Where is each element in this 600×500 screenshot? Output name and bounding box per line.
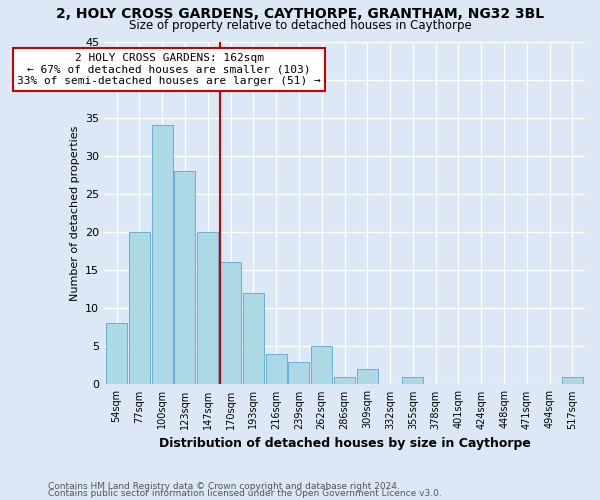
Bar <box>289 362 310 384</box>
Bar <box>311 346 332 385</box>
Text: Contains HM Land Registry data © Crown copyright and database right 2024.: Contains HM Land Registry data © Crown c… <box>48 482 400 491</box>
Bar <box>334 377 355 384</box>
Bar <box>106 324 127 384</box>
Text: 2, HOLY CROSS GARDENS, CAYTHORPE, GRANTHAM, NG32 3BL: 2, HOLY CROSS GARDENS, CAYTHORPE, GRANTH… <box>56 8 544 22</box>
Text: 2 HOLY CROSS GARDENS: 162sqm
← 67% of detached houses are smaller (103)
33% of s: 2 HOLY CROSS GARDENS: 162sqm ← 67% of de… <box>17 53 321 86</box>
Bar <box>562 377 583 384</box>
Text: Size of property relative to detached houses in Caythorpe: Size of property relative to detached ho… <box>128 18 472 32</box>
Bar <box>129 232 150 384</box>
Bar <box>197 232 218 384</box>
Bar <box>175 171 196 384</box>
Bar <box>357 369 378 384</box>
Bar <box>243 293 264 384</box>
Bar <box>266 354 287 384</box>
Bar <box>220 262 241 384</box>
Bar <box>152 126 173 384</box>
Bar <box>403 377 424 384</box>
X-axis label: Distribution of detached houses by size in Caythorpe: Distribution of detached houses by size … <box>158 437 530 450</box>
Y-axis label: Number of detached properties: Number of detached properties <box>70 126 80 300</box>
Text: Contains public sector information licensed under the Open Government Licence v3: Contains public sector information licen… <box>48 489 442 498</box>
